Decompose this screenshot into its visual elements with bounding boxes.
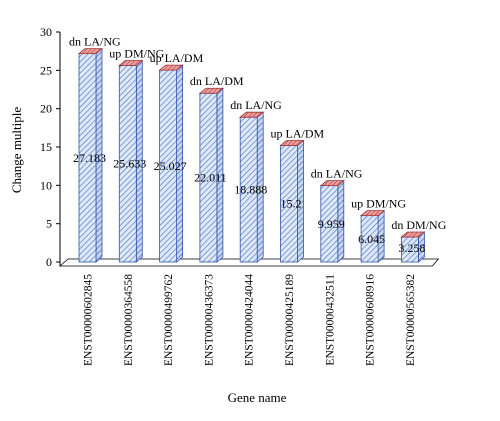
bar-3 [158, 64, 184, 263]
bar-top [77, 48, 104, 54]
x-tick-label: ENST00000364558 [123, 274, 135, 366]
bar-value-label: 3.258 [398, 241, 425, 255]
bar-top [400, 231, 426, 238]
x-tick-label: ENST00000425189 [284, 274, 296, 366]
bar-2 [118, 59, 144, 263]
bar-annotation: up LA/DM [271, 126, 325, 140]
bar-value-label: 25.027 [154, 159, 187, 173]
x-tick-label: ENST00000565382 [405, 274, 417, 366]
bar-top [279, 140, 305, 146]
y-tick-label: 30 [40, 25, 52, 39]
bar-value-label: 25.633 [113, 157, 146, 171]
y-axis-label: Change multiple [9, 107, 24, 194]
bar-annotation: dn LA/NG [230, 98, 282, 112]
bar-annotation: up DM/NG [109, 46, 164, 60]
x-tick-label: ENST00000432511 [324, 274, 336, 366]
bar-9 [400, 231, 426, 263]
chart-floor [58, 258, 440, 267]
x-axis-label: Gene name [228, 390, 287, 405]
bar-4 [198, 87, 225, 263]
chart-floor-plane [58, 258, 440, 267]
y-tick-label: 5 [46, 217, 52, 231]
bar-6 [279, 139, 305, 263]
bar-value-label: 27.183 [73, 151, 106, 165]
bar-value-label: 15.2 [281, 197, 302, 211]
bar-annotation: dn LA/NG [311, 167, 363, 181]
bar-annotation: dn LA/NG [69, 35, 121, 49]
bar-7 [319, 179, 345, 263]
bar-annotation: up LA/DM [150, 51, 204, 65]
x-tick-label: ENST00000424044 [244, 274, 256, 366]
bar-annotation: dn LA/DM [190, 74, 244, 88]
bar-top [158, 64, 184, 71]
bar-annotation: up DM/NG [351, 197, 406, 211]
x-tick-label: ENST00000602845 [83, 274, 95, 366]
bar-top [359, 210, 386, 217]
bar-8 [359, 209, 386, 263]
y-axis: 0 5 10 15 20 25 30 [40, 25, 61, 269]
bar-1 [77, 47, 104, 263]
bar-top [198, 87, 225, 94]
x-tick-label: ENST00000608916 [365, 274, 377, 366]
labels-group: 27.183 dn LA/NG ENST00000602845 25.633 up DM… [69, 35, 447, 366]
x-tick-label: ENST00000436373 [203, 274, 215, 366]
bar-top [118, 60, 144, 66]
x-tick-label: ENST00000499762 [163, 274, 175, 366]
y-tick-label: 15 [40, 140, 52, 154]
bar-top [239, 111, 265, 118]
bar-value-label: 18.888 [234, 183, 267, 197]
y-tick-label: 25 [40, 63, 52, 77]
bar-value-label: 22.011 [194, 171, 227, 185]
bar-value-label: 6.045 [358, 232, 385, 246]
bar-top [319, 180, 345, 187]
bars-group [77, 47, 426, 263]
y-tick-label: 0 [46, 255, 52, 269]
bar-annotation: dn DM/NG [391, 218, 446, 232]
y-tick-label: 10 [40, 178, 52, 192]
y-tick-label: 20 [40, 102, 52, 116]
bar-5 [239, 111, 265, 263]
bar-value-label: 9.959 [318, 217, 345, 231]
